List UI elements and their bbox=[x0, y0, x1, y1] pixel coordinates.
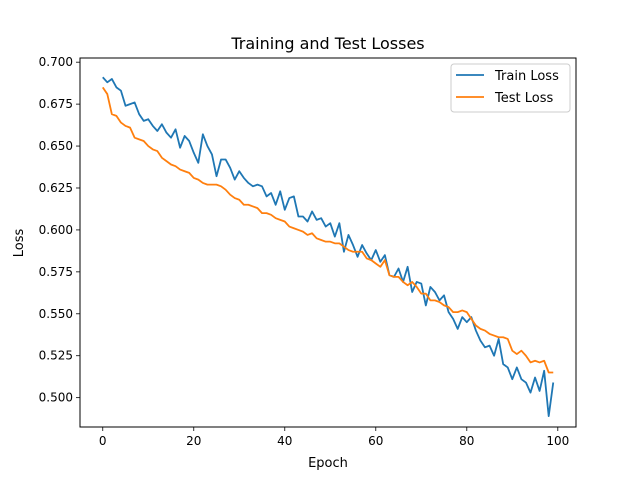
x-tick-label: 80 bbox=[459, 434, 474, 448]
y-tick-label: 0.575 bbox=[39, 265, 73, 279]
chart-title: Training and Test Losses bbox=[230, 34, 424, 53]
x-tick-label: 40 bbox=[277, 434, 292, 448]
y-tick-label: 0.625 bbox=[39, 181, 73, 195]
legend-train-label: Train Loss bbox=[494, 69, 559, 84]
x-axis-label: Epoch bbox=[308, 456, 348, 471]
y-axis-label: Loss bbox=[12, 229, 27, 258]
train-loss-line bbox=[102, 76, 555, 418]
y-tick-label: 0.550 bbox=[39, 307, 73, 321]
x-tick-label: 20 bbox=[186, 434, 201, 448]
legend-box bbox=[450, 63, 571, 113]
y-axis: 0.500 0.525 0.550 0.575 0.600 0.625 0.650 0.675… bbox=[39, 55, 80, 405]
legend: Train Loss Test Loss bbox=[450, 63, 571, 113]
x-tick-label: 0 bbox=[99, 434, 107, 448]
y-tick-label: 0.525 bbox=[39, 349, 73, 363]
x-tick-label: 100 bbox=[546, 434, 569, 448]
y-tick-label: 0.600 bbox=[39, 223, 73, 237]
y-tick-label: 0.650 bbox=[39, 139, 73, 153]
x-tick-label: 60 bbox=[368, 434, 383, 448]
test-loss-line bbox=[102, 86, 554, 374]
x-axis: 0 20 40 60 80 100 bbox=[99, 427, 569, 448]
y-tick-label: 0.700 bbox=[39, 55, 73, 69]
y-tick-label: 0.500 bbox=[39, 391, 73, 405]
legend-test-label: Test Loss bbox=[494, 91, 553, 106]
y-tick-label: 0.675 bbox=[39, 97, 73, 111]
plot-area bbox=[102, 76, 555, 418]
axes-frame bbox=[79, 57, 577, 428]
